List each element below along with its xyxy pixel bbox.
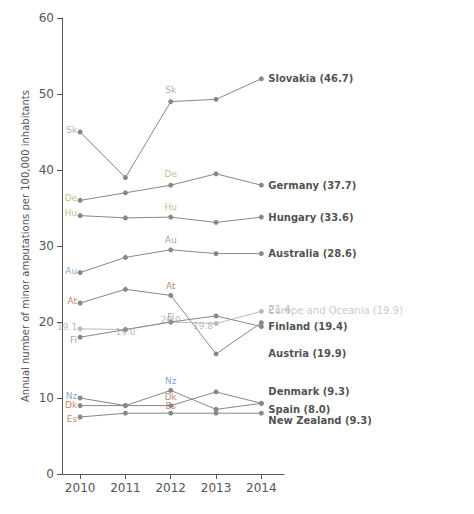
- svg-text:Hu: Hu: [164, 202, 176, 212]
- svg-text:Germany (37.7): Germany (37.7): [268, 180, 356, 191]
- svg-text:50: 50: [39, 87, 54, 101]
- svg-text:19.8: 19.8: [193, 321, 213, 331]
- svg-text:De: De: [165, 169, 178, 179]
- svg-text:Europe and Oceania (19.9): Europe and Oceania (19.9): [268, 305, 403, 316]
- svg-text:Fi: Fi: [70, 335, 77, 345]
- svg-text:Dk: Dk: [65, 400, 78, 410]
- svg-text:Finland (19.4): Finland (19.4): [268, 321, 347, 332]
- svg-text:2012: 2012: [155, 481, 186, 495]
- svg-text:Es: Es: [166, 401, 177, 411]
- svg-text:10: 10: [39, 391, 54, 405]
- svg-text:Hu: Hu: [65, 208, 77, 218]
- svg-text:At: At: [68, 296, 78, 306]
- svg-text:2013: 2013: [201, 481, 232, 495]
- svg-text:0: 0: [46, 467, 54, 481]
- svg-text:2010: 2010: [65, 481, 96, 495]
- svg-text:30: 30: [39, 239, 54, 253]
- svg-text:Es: Es: [67, 414, 78, 424]
- svg-text:Au: Au: [165, 235, 177, 245]
- svg-text:Hungary (33.6): Hungary (33.6): [268, 212, 353, 223]
- svg-text:19.0: 19.0: [115, 327, 135, 337]
- svg-text:Spain (8.0): Spain (8.0): [268, 404, 330, 415]
- svg-text:Australia (28.6): Australia (28.6): [268, 248, 356, 259]
- svg-text:Nz: Nz: [165, 376, 177, 386]
- svg-text:New Zealand (9.3): New Zealand (9.3): [268, 415, 371, 426]
- svg-text:Nz: Nz: [66, 391, 78, 401]
- svg-text:19.1: 19.1: [57, 322, 77, 332]
- svg-text:Sk: Sk: [66, 125, 78, 135]
- svg-text:Slovakia (46.7): Slovakia (46.7): [268, 73, 353, 84]
- svg-text:20: 20: [39, 315, 54, 329]
- svg-text:Sk: Sk: [165, 85, 177, 95]
- svg-text:2014: 2014: [246, 481, 277, 495]
- svg-text:20.0: 20.0: [161, 315, 181, 325]
- svg-text:Annual number of minor amputat: Annual number of minor amputations per 1…: [20, 90, 31, 402]
- svg-text:Austria (19.9): Austria (19.9): [268, 348, 346, 359]
- svg-text:Au: Au: [65, 266, 77, 276]
- svg-text:De: De: [65, 193, 78, 203]
- svg-text:40: 40: [39, 163, 54, 177]
- svg-text:2011: 2011: [110, 481, 141, 495]
- svg-text:Denmark (9.3): Denmark (9.3): [268, 386, 349, 397]
- svg-text:60: 60: [39, 11, 54, 25]
- svg-text:Dk: Dk: [164, 392, 177, 403]
- svg-text:At: At: [166, 281, 176, 291]
